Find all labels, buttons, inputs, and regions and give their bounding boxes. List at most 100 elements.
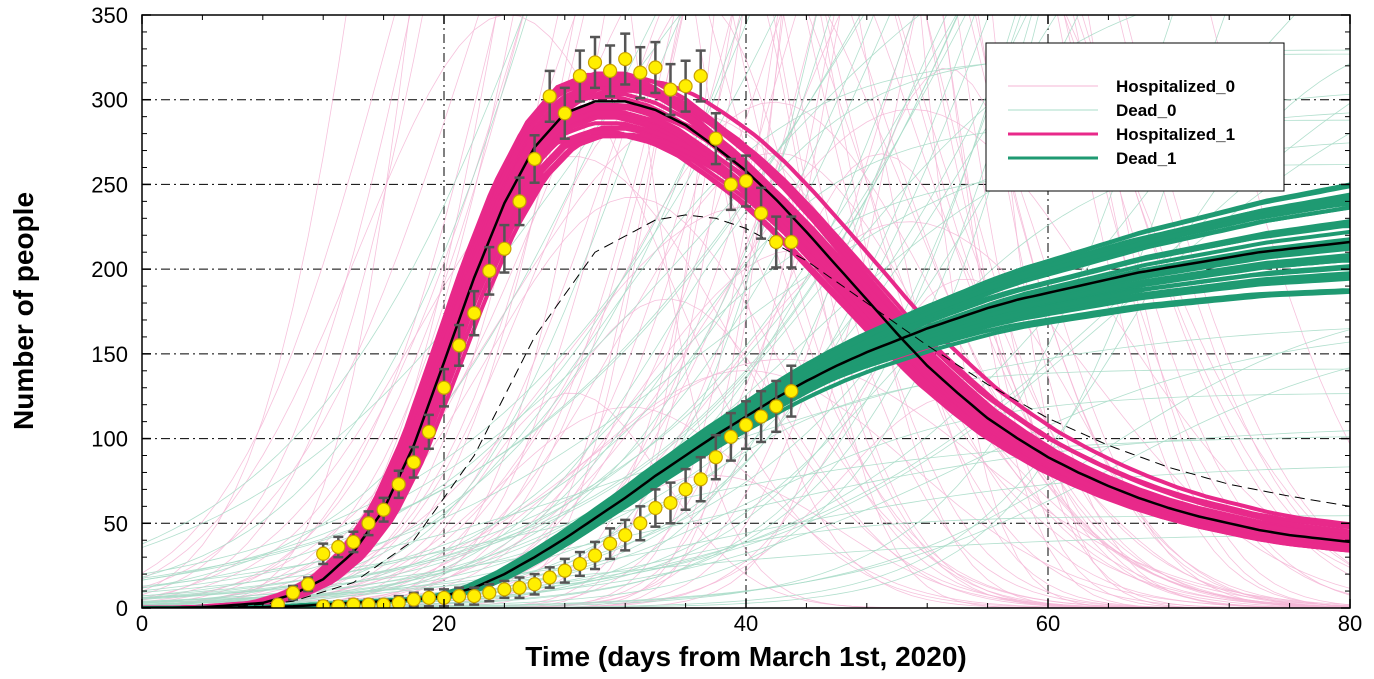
dead-prior-curve [142, 15, 656, 589]
hospitalized-data-point [270, 597, 285, 608]
legend-label-hospitalized-0: Hospitalized_0 [1116, 77, 1235, 96]
legend-label-hospitalized-1: Hospitalized_1 [1116, 125, 1235, 144]
dead-data-point [346, 597, 361, 608]
dead-data-point [557, 563, 572, 578]
dead-data-point [678, 482, 693, 497]
dead-data-point [738, 417, 754, 433]
dead-prior-curve [142, 15, 528, 578]
hospitalized-data-point [648, 60, 663, 75]
hospitalized-data-point [542, 89, 557, 104]
dead-data-point [769, 399, 784, 414]
hospitalized-prior-curve [142, 15, 1350, 608]
hospitalized-posterior-curve [142, 82, 1350, 608]
hospitalized-data-point [346, 534, 361, 550]
y-tick-label: 250 [91, 172, 128, 197]
y-tick-label: 0 [116, 596, 128, 621]
hospitalized-data-point [738, 173, 754, 189]
hospitalized-data-point [331, 539, 346, 555]
dead-prior-curve [142, 15, 1138, 605]
x-tick-label: 60 [1036, 611, 1060, 636]
hospitalized-data-point [497, 241, 512, 256]
hospitalized-prior-curve [142, 15, 1350, 608]
dead-data-point [497, 582, 512, 597]
hospitalized-data-point [376, 502, 391, 517]
hospitalized-data-point [753, 206, 769, 221]
dead-data-point [633, 516, 648, 531]
x-axis-title: Time (days from March 1st, 2020) [525, 641, 966, 672]
hospitalized-data-point [406, 455, 421, 470]
hospitalized-prior-curve [142, 114, 1350, 608]
hospitalized-data-point [285, 585, 301, 600]
hospitalized-data-point [708, 131, 723, 146]
dead-data-point [361, 597, 376, 608]
hospitalized-data-point [436, 380, 452, 395]
legend-box [985, 42, 1285, 192]
hospitalized-data-point [391, 477, 406, 492]
dead-data-point [618, 528, 633, 543]
x-tick-label: 20 [432, 611, 456, 636]
hospitalized-prior-curve [142, 15, 1350, 608]
dead-data-point [467, 589, 482, 604]
hospitalized-data-point [723, 177, 739, 192]
dead-prior-curve [142, 15, 990, 607]
y-tick-label: 150 [91, 342, 128, 367]
hospitalized-data-point [467, 306, 482, 321]
dead-data-point [482, 585, 497, 600]
x-tick-label: 40 [734, 611, 758, 636]
hospitalized-prior-curve [142, 153, 1350, 608]
dead-data-point [648, 500, 663, 516]
x-tick-label: 80 [1338, 611, 1362, 636]
hospitalized-data-point [587, 55, 603, 70]
dead-data-point [421, 590, 436, 605]
hospitalized-data-point [572, 68, 588, 84]
dead-data-point [587, 548, 603, 563]
dead-data-point [723, 429, 739, 444]
y-tick-label: 100 [91, 427, 128, 452]
legend: Hospitalized_0 Dead_0 Hospitalized_1 Dea… [985, 42, 1285, 192]
hospitalized-data-point [557, 106, 572, 121]
hospitalized-data-point [663, 82, 678, 97]
hospitalized-prior-curve [142, 15, 1350, 608]
hospitalized-data-point [678, 79, 693, 94]
hospitalized-data-point [769, 234, 784, 250]
y-tick-label: 50 [104, 511, 128, 536]
dead-data-point [784, 384, 799, 399]
hospitalized-data-point [301, 577, 316, 592]
hospitalized-data-point [421, 424, 436, 439]
hospitalized-prior-curve [142, 15, 1350, 608]
dead-prior-curve [142, 15, 832, 606]
hospitalized-data-point [602, 63, 618, 79]
hospitalized-data-point [452, 338, 467, 353]
hospitalized-prior-curve [142, 392, 1350, 608]
dead-data-point [406, 592, 421, 607]
hospitalized-data-point [693, 68, 708, 84]
dead-data-point [512, 580, 527, 595]
hospitalized-data-point [633, 65, 648, 80]
hospitalized-data-point [527, 151, 542, 167]
dead-prior-curve [142, 15, 682, 606]
dead-data-point [602, 536, 618, 551]
hospitalized-prior-curve [142, 15, 1350, 608]
hospitalized-data-point [482, 263, 497, 278]
hospitalized-prior-curve [142, 15, 1350, 607]
hospitalized-data-point [618, 51, 633, 67]
y-tick-label: 200 [91, 257, 128, 282]
observations [270, 32, 799, 608]
hospitalized-prior-curve [142, 15, 1350, 608]
dead-prior-curve [142, 15, 891, 603]
hospitalized-data-point [316, 546, 331, 561]
dead-prior-curve [142, 430, 1350, 599]
dead-prior-curve [142, 15, 777, 575]
dead-data-point [753, 409, 769, 424]
x-tick-label: 0 [136, 611, 148, 636]
hospitalized-prior-curve [142, 15, 1350, 608]
dead-prior-curve [142, 15, 681, 548]
dead-data-point [663, 495, 678, 511]
legend-label-dead-1: Dead_1 [1116, 149, 1176, 168]
y-tick-label: 350 [91, 3, 128, 28]
legend-label-dead-0: Dead_0 [1116, 101, 1176, 120]
hospitalized-prior-mean-line [142, 214, 1350, 608]
dead-data-point [452, 589, 467, 604]
y-axis-title: Number of people [8, 192, 39, 430]
